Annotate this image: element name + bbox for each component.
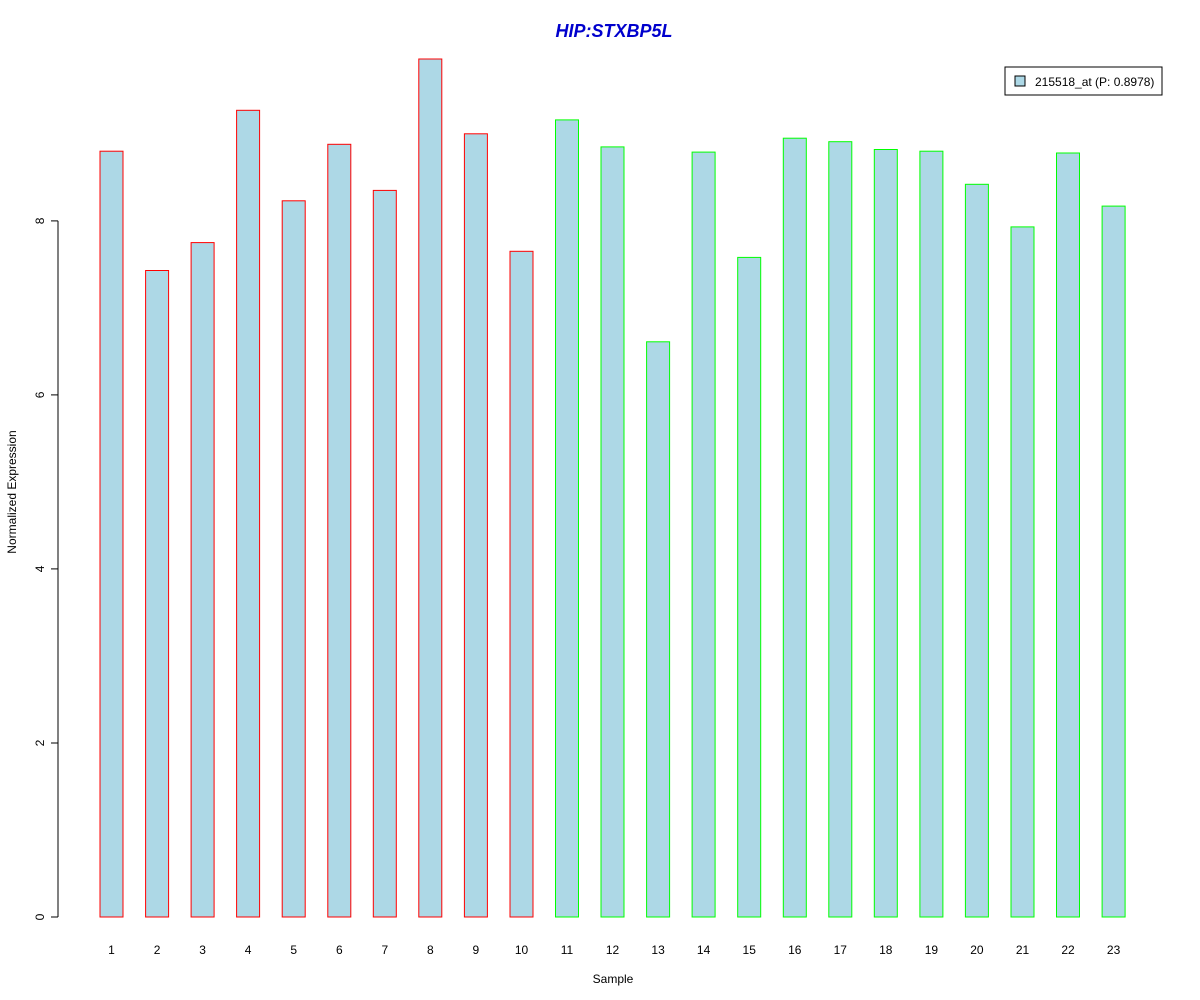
chart-title: HIP:STXBP5L: [555, 21, 672, 41]
x-tick-label-6: 6: [336, 943, 343, 957]
bar-sample-4: [236, 109, 261, 918]
x-tick-label-7: 7: [381, 943, 388, 957]
y-tick-label-2: 2: [33, 739, 47, 746]
x-tick-label-17: 17: [834, 943, 848, 957]
x-tick-labels: 1 2 3 4 5 6 7 8 9 10 11 12 13 14 15 16 17 18 19 20 21 22 23: [108, 943, 1120, 957]
y-tick-label-8: 8: [33, 217, 47, 224]
legend-swatch: [1014, 75, 1026, 87]
x-tick-label-8: 8: [427, 943, 434, 957]
bar-sample-22: [1056, 152, 1080, 918]
x-axis-label: Sample: [593, 972, 634, 986]
bar-sample-10: [509, 250, 534, 918]
x-tick-label-5: 5: [290, 943, 297, 957]
x-tick-label-1: 1: [108, 943, 115, 957]
legend-label: 215518_at (P: 0.8978): [1035, 75, 1154, 89]
bar-sample-19: [919, 150, 944, 918]
x-tick-label-2: 2: [154, 943, 161, 957]
bar-sample-13: [646, 341, 671, 918]
bar-sample-18: [873, 149, 898, 918]
x-tick-label-20: 20: [970, 943, 984, 957]
bar-sample-20: [964, 183, 989, 918]
bar-sample-1: [99, 150, 124, 918]
x-tick-label-10: 10: [515, 943, 529, 957]
bars-group: [99, 58, 1126, 918]
y-tick-label-6: 6: [33, 391, 47, 398]
x-tick-label-11: 11: [561, 943, 574, 957]
bar-sample-14: [691, 151, 716, 918]
bar-sample-16: [782, 137, 807, 918]
y-tick-label-4: 4: [33, 565, 47, 572]
bar-sample-8: [418, 58, 443, 918]
bar-sample-9: [463, 133, 488, 918]
legend-box: [1004, 66, 1163, 96]
y-tick-label-0: 0: [33, 913, 47, 920]
x-tick-label-21: 21: [1016, 943, 1030, 957]
y-axis-label: Normalized Expression: [5, 430, 19, 553]
x-tick-label-23: 23: [1107, 943, 1121, 957]
x-tick-label-22: 22: [1061, 943, 1075, 957]
x-tick-label-16: 16: [788, 943, 802, 957]
x-tick-label-9: 9: [473, 943, 480, 957]
x-tick-label-14: 14: [697, 943, 711, 957]
x-tick-label-12: 12: [606, 943, 620, 957]
bar-sample-23: [1101, 205, 1126, 918]
bar-sample-17: [828, 141, 853, 918]
bar-sample-11: [555, 119, 579, 918]
bar-sample-21: [1010, 226, 1035, 918]
x-tick-label-15: 15: [743, 943, 757, 957]
bar-sample-7: [372, 189, 397, 918]
bar-sample-6: [327, 143, 352, 918]
x-tick-label-4: 4: [245, 943, 252, 957]
x-tick-label-13: 13: [651, 943, 665, 957]
legend: 215518_at (P: 0.8978): [1004, 66, 1163, 96]
bar-sample-15: [737, 256, 762, 918]
x-tick-label-18: 18: [879, 943, 893, 957]
bar-sample-2: [145, 270, 170, 918]
x-tick-label-19: 19: [925, 943, 939, 957]
bar-sample-12: [600, 146, 625, 918]
bar-sample-3: [190, 242, 215, 918]
bar-sample-5: [281, 200, 306, 918]
y-axis: 0 2 4 6 8: [33, 217, 59, 920]
x-tick-label-3: 3: [199, 943, 206, 957]
